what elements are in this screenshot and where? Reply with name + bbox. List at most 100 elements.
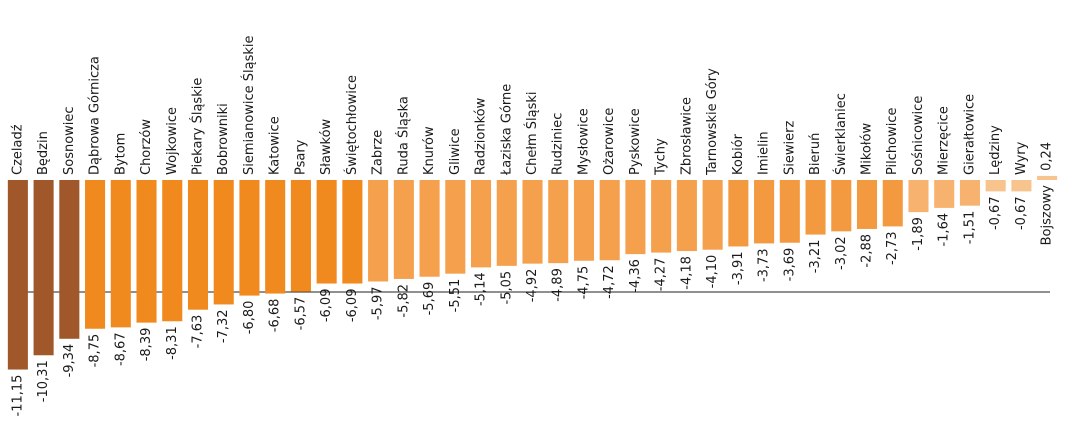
value-label: -6,80 [242, 301, 257, 335]
value-label: -8,31 [165, 326, 180, 360]
bar [754, 180, 775, 244]
bar [522, 180, 543, 264]
bar [959, 180, 980, 206]
value-label: -3,21 [808, 240, 823, 274]
category-label: Czeladź [10, 124, 25, 175]
value-label: -5,51 [448, 279, 463, 313]
category-label: Świętochłowice [344, 75, 360, 175]
value-label: 0,24 [1040, 142, 1055, 171]
value-label: -3,02 [834, 236, 849, 270]
value-label: -4,18 [679, 256, 694, 290]
bar [290, 180, 311, 292]
value-label: -1,64 [937, 213, 952, 247]
bar [187, 180, 209, 310]
category-label: Świerklaniec [833, 93, 849, 175]
category-label: Mierzęcice [937, 106, 952, 175]
category-label: Sławków [319, 118, 334, 175]
bar [85, 180, 106, 329]
category-label: Kobiór [731, 133, 746, 175]
bar [599, 180, 620, 261]
bar [1011, 180, 1032, 192]
category-label: Pilchowice [885, 107, 900, 175]
value-label: -5,14 [474, 272, 489, 306]
bar [7, 180, 28, 370]
category-label: Pyskowice [628, 108, 643, 175]
category-label: Ożarowice [602, 108, 617, 175]
value-label: -3,73 [757, 248, 772, 282]
bar [368, 180, 389, 282]
bar [856, 180, 878, 229]
value-label: -4,75 [576, 266, 591, 300]
value-label: -7,63 [190, 315, 205, 349]
bar [239, 180, 260, 296]
bar [548, 180, 569, 264]
category-label: Wojkowice [165, 107, 180, 175]
bar [831, 180, 852, 232]
value-label: -0,67 [988, 196, 1003, 230]
category-label: Piekary Śląskie [189, 78, 205, 175]
value-label: -3,91 [731, 251, 746, 285]
bar [985, 180, 1006, 192]
bar [265, 180, 286, 294]
category-label: Psary [293, 139, 308, 175]
value-label: -4,89 [551, 268, 566, 302]
category-label: Mysłowice [576, 108, 591, 175]
category-label: Chorzów [139, 119, 154, 175]
bar [651, 180, 672, 253]
bar [59, 180, 80, 339]
value-label: -3,69 [782, 248, 797, 282]
bar [342, 180, 363, 284]
value-label: -5,97 [371, 286, 386, 320]
category-label: Chełm Śląski [524, 91, 540, 175]
bar [728, 180, 749, 247]
bar [676, 180, 697, 252]
bar [162, 180, 183, 322]
category-label: Siewierz [782, 121, 797, 175]
bar [393, 180, 414, 279]
bar [805, 180, 826, 235]
value-label: -6,09 [345, 289, 360, 323]
value-label: -4,36 [628, 259, 643, 293]
bar [1037, 175, 1058, 180]
bar [419, 180, 440, 277]
category-label: Wyry [1014, 141, 1029, 175]
value-label: -9,34 [62, 344, 77, 378]
bar [934, 180, 955, 208]
value-label: -4,92 [525, 269, 540, 303]
bar [33, 180, 54, 356]
category-label: Zbrosławice [679, 97, 694, 175]
bar [908, 180, 929, 213]
value-label: -2,73 [885, 231, 900, 265]
category-label: Bieruń [808, 133, 823, 175]
value-label: -7,32 [216, 309, 231, 343]
value-label: -5,82 [396, 284, 411, 318]
value-label: -1,89 [911, 217, 926, 251]
category-label: Siemianowice Śląskie [241, 35, 257, 175]
category-label: Sośnicowice [911, 96, 926, 175]
category-label: Gierałtowice [962, 94, 977, 175]
category-label: Bobrowniki [216, 103, 231, 175]
value-label: -8,39 [139, 328, 154, 362]
category-label: Imielin [757, 131, 772, 175]
bar [625, 180, 646, 255]
value-label: -4,27 [654, 258, 669, 292]
value-label: -6,57 [293, 297, 308, 331]
value-label: -4,10 [705, 255, 720, 289]
value-label: -8,67 [113, 332, 128, 366]
bar [702, 180, 723, 250]
category-label: Łaziska Górne [499, 84, 514, 176]
value-label: -4,72 [602, 265, 617, 299]
value-label: -1,51 [962, 211, 977, 245]
value-label: -8,75 [88, 334, 103, 368]
category-label: Dąbrowa Górnicza [88, 56, 103, 175]
category-label: Mikołów [860, 123, 875, 175]
category-label: Sosnowiec [62, 106, 77, 175]
bar [445, 180, 466, 274]
category-label: Tarnowskie Góry [705, 68, 720, 176]
value-label: -10,31 [36, 360, 51, 402]
category-label: Ruda Śląska [395, 96, 411, 175]
value-label: -6,09 [319, 289, 334, 323]
bar [471, 180, 492, 268]
bar [496, 180, 517, 266]
category-label: Tychy [654, 138, 669, 176]
